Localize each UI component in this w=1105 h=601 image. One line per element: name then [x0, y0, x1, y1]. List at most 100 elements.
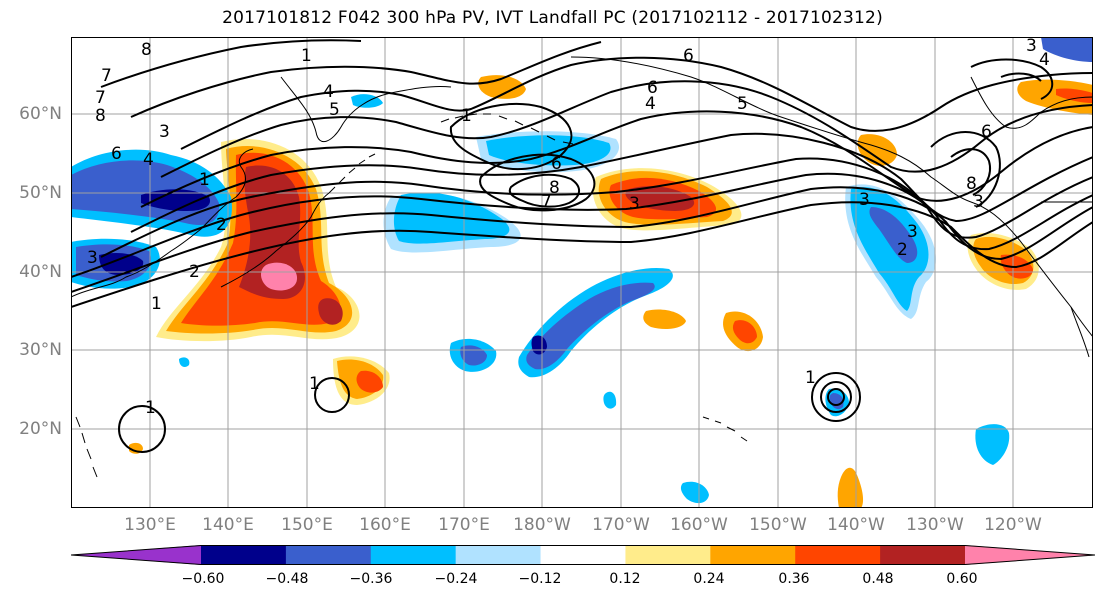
coastline-hawaii — [702, 416, 748, 442]
pv-positive-midpacific-b-core — [732, 320, 757, 344]
colorbar-tick-label: −0.60 — [181, 571, 225, 587]
coastline-aleutians — [440, 113, 574, 145]
colorbar-tick-label: 0.12 — [609, 571, 641, 587]
colorbar-segment — [201, 545, 287, 565]
lat-label-50n: 50°N — [19, 183, 62, 203]
coastline-alaska — [570, 56, 1093, 338]
contour-label: 1 — [301, 46, 312, 66]
pv-positive-midpacific-a — [643, 309, 686, 329]
coastline-north-america-west — [970, 76, 1093, 129]
contour-label: 7 — [95, 88, 106, 108]
pv-positive-west-pacific-core — [260, 262, 298, 291]
contour-label: 1 — [309, 374, 320, 394]
colorbar-outline — [71, 545, 1095, 565]
lat-label-40n: 40°N — [19, 262, 62, 282]
contour-label: 6 — [647, 78, 658, 98]
contour-label: 6 — [551, 154, 562, 174]
colorbar-tick-label: 0.60 — [946, 571, 978, 587]
pv-positive-northeast-core — [1056, 88, 1093, 103]
coastline-kamchatka — [280, 76, 452, 143]
pv-negative-northeast — [1041, 37, 1093, 62]
lat-label-20n: 20°N — [19, 419, 62, 439]
colorbar-segment — [795, 545, 881, 565]
pv-contours — [71, 39, 1093, 453]
map-panel: 8 7 7 8 6 4 3 1 2 2 1 3 4 5 1 6 8 7 3 6 … — [71, 37, 1093, 508]
colorbar-segment — [625, 545, 711, 565]
contour-label: 8 — [95, 106, 106, 126]
lon-label-150e: 150°E — [281, 515, 333, 535]
colorbar-segment — [285, 545, 372, 565]
colorbar-tick-label: 0.24 — [693, 571, 725, 587]
contour-label: 3 — [973, 192, 984, 212]
contour-label: 1 — [145, 398, 156, 418]
contour-label: 3 — [859, 190, 870, 210]
lon-label-120w: 120°W — [984, 515, 1042, 535]
lon-label-180w: 180°W — [513, 515, 571, 535]
lat-label-30n: 30°N — [19, 340, 62, 360]
colorbar-segment — [880, 545, 966, 565]
colorbar-segment — [455, 545, 542, 565]
lon-label-140w: 140°W — [827, 515, 885, 535]
contour-label: 1 — [805, 368, 816, 388]
colorbar-tick-label: 0.48 — [862, 571, 894, 587]
contour-label: 2 — [216, 215, 227, 235]
contour-label: 7 — [541, 192, 552, 212]
contour-label: 3 — [87, 248, 98, 268]
pv-positive-west-pacific-tail — [318, 298, 343, 325]
colorbar-extend-max — [965, 545, 1095, 565]
lon-label-130w: 130°W — [906, 515, 964, 535]
contour-label: 4 — [645, 94, 656, 114]
contour-label: 3 — [907, 222, 918, 242]
colorbar-tick-label: −0.24 — [434, 571, 478, 587]
contour-label: 6 — [981, 122, 992, 142]
pv-negative-small-a — [603, 391, 617, 409]
lon-label-160e: 160°E — [359, 515, 411, 535]
coastline-baja — [1070, 306, 1090, 358]
contour-label: 8 — [966, 174, 977, 194]
lon-label-170w: 170°W — [592, 515, 650, 535]
contour-label: 4 — [323, 82, 334, 102]
contour-label: 2 — [897, 240, 908, 260]
map-title: 2017101812 F042 300 hPa PV, IVT Landfall… — [222, 8, 883, 28]
coastline-kuril — [328, 153, 376, 194]
contour-label: 4 — [1039, 50, 1050, 70]
contour-label: 1 — [151, 294, 162, 314]
contour-label: 8 — [141, 40, 152, 60]
pv-negative-japan-north-core — [141, 189, 211, 211]
lon-label-150w: 150°W — [749, 515, 807, 535]
contour-label: 1 — [199, 170, 210, 190]
pv-positive-central-core — [625, 186, 695, 211]
pv-negative-small-c — [179, 357, 190, 367]
colorbar-tick-label: −0.48 — [265, 571, 309, 587]
contour-label: 3 — [629, 194, 640, 214]
lon-label-170e: 170°E — [438, 515, 490, 535]
pv-negative-subtropical-band-inner — [526, 282, 655, 370]
colorbar-tick-label: 0.36 — [778, 571, 810, 587]
colorbar-extend-min — [71, 545, 201, 565]
lon-label-140e: 140°E — [202, 515, 254, 535]
colorbar-segment — [540, 545, 626, 565]
pv-negative-gulf-of-alaska-core — [869, 207, 918, 263]
pv-negative-south-central — [680, 481, 709, 504]
contour-label: 4 — [143, 150, 154, 170]
pv-negative-southeast — [975, 424, 1010, 465]
colorbar-tick-label: −0.12 — [518, 571, 562, 587]
colorbar-segment — [370, 545, 457, 565]
colorbar-segment — [710, 545, 796, 565]
contour-label: 7 — [101, 66, 112, 86]
contour-label: 3 — [159, 122, 170, 142]
contour-labels: 8 7 7 8 6 4 3 1 2 2 1 3 4 5 1 6 8 7 3 6 … — [87, 37, 1050, 418]
contour-label: 2 — [189, 262, 200, 282]
lon-label-160w: 160°W — [670, 515, 728, 535]
colorbar — [71, 545, 1095, 565]
pv-positive-south-edge — [837, 467, 864, 508]
contour-label: 5 — [329, 100, 340, 120]
contour-label: 3 — [1026, 37, 1037, 56]
contour-label: 6 — [683, 46, 694, 66]
colorbar-segments — [71, 545, 1095, 565]
pv-negative-gulf-of-alaska-inner — [850, 187, 929, 311]
colorbar-tick-label: −0.36 — [349, 571, 393, 587]
coastline-japan — [220, 192, 330, 288]
contour-label: 1 — [461, 106, 472, 126]
coastline-philippines — [75, 416, 98, 478]
